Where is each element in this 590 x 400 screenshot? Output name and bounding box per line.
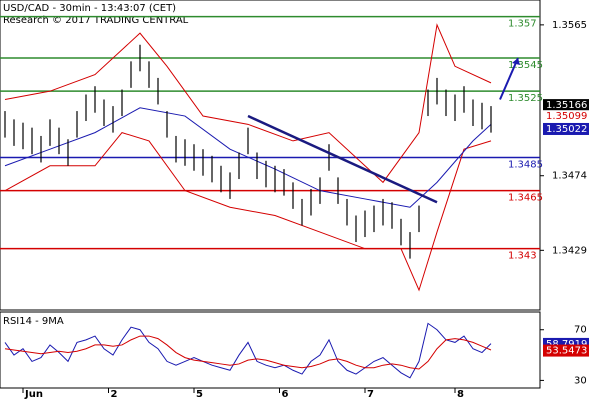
x-tick-label: 6 [282, 389, 289, 400]
level-label: 1.3545 [508, 60, 543, 71]
rsi-tag [543, 344, 589, 357]
price-panel [0, 0, 541, 311]
level-label: 1.3485 [508, 159, 543, 170]
price-tag-label: 1.35099 [546, 111, 587, 122]
arrow-head [512, 58, 520, 66]
level-label: 1.343 [508, 251, 537, 262]
level-label: 1.3465 [508, 193, 543, 204]
rsi-panel [0, 311, 541, 389]
arrow [499, 57, 519, 100]
rsi-line [4, 335, 492, 370]
y-tick-label: 1.3474 [552, 171, 587, 182]
rsi-tag-label: 58.7919 [546, 339, 587, 350]
price-tag-label: 1.35166 [546, 100, 587, 111]
rsi-label: RSI14 - 9MA [3, 316, 64, 327]
x-tick-label: 7 [367, 389, 374, 400]
y-tick-label: 1.3565 [552, 20, 587, 31]
level-label: 1.3525 [508, 93, 543, 104]
price-tag-label: 1.35022 [546, 124, 587, 135]
x-tick-label: 8 [457, 389, 464, 400]
x-tick-label: 5 [196, 389, 203, 400]
price-tag [543, 122, 589, 135]
rsi-line [4, 322, 492, 379]
price-tag [543, 110, 589, 123]
rsi-tick-label: 70 [574, 325, 587, 336]
overlay-line [4, 132, 492, 292]
chart-title: USD/CAD - 30min - 13:43:07 (CET) [3, 3, 176, 14]
overlay-line [4, 23, 492, 184]
chart-subtitle: Research © 2017 TRADING CENTRAL [3, 15, 189, 26]
x-tick-label: Jun [24, 389, 43, 400]
rsi-tag-label: 53.5473 [546, 346, 587, 357]
rsi-tick-label: 30 [574, 375, 587, 386]
price-tag [543, 99, 589, 112]
trendline [247, 114, 438, 204]
y-tick-label: 1.3429 [552, 245, 587, 256]
x-tick-label: 2 [111, 389, 118, 400]
level-label: 1.357 [508, 19, 537, 30]
